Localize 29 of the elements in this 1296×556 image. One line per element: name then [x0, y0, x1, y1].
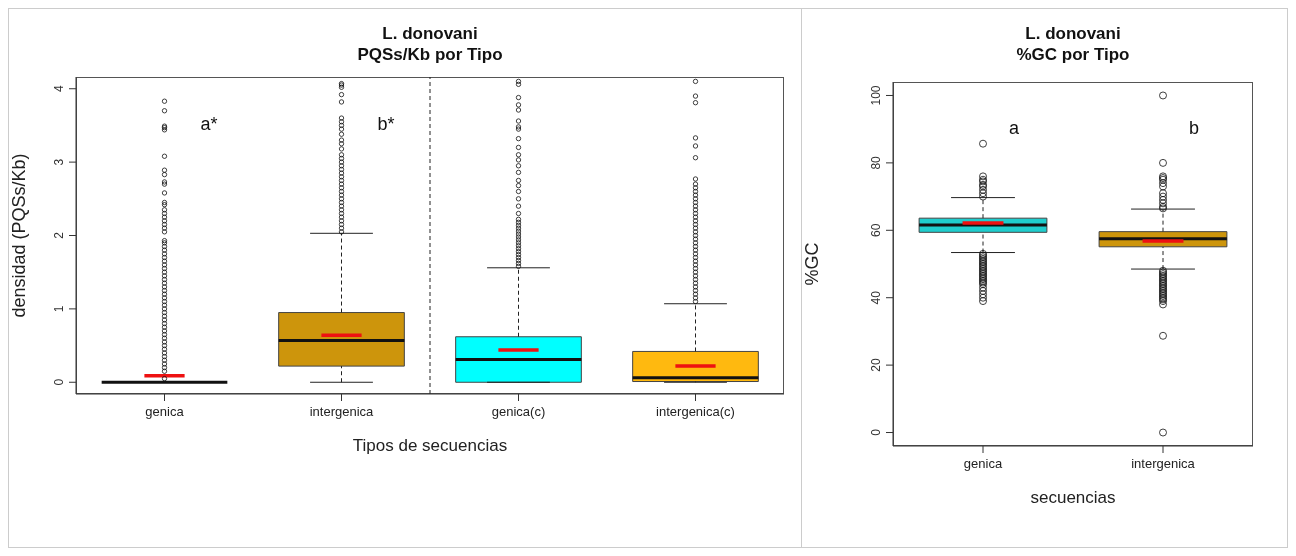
y-axis-title: %GC [802, 242, 823, 286]
x-tick-label: intergenica(c) [656, 404, 735, 420]
y-tick-label: 0 [52, 378, 66, 386]
y-tick-label: 20 [869, 358, 883, 372]
y-axis-title: densidad (PQSs/Kb) [9, 153, 30, 318]
x-tick-label: genica [145, 404, 185, 420]
x-axis-title: secuencias [1029, 488, 1117, 508]
annotation: a [1009, 118, 1020, 139]
annotation: b [1189, 118, 1200, 139]
x-tick-label: genica [963, 456, 1003, 472]
y-tick-label: 4 [52, 85, 66, 93]
y-tick-label: 3 [52, 158, 66, 166]
x-tick-label: genica(c) [491, 404, 546, 420]
x-axis-title: Tipos de secuencias [351, 436, 509, 456]
y-tick-label: 100 [869, 85, 883, 106]
chart-title: L. donovani [381, 23, 479, 44]
annotation: b* [377, 114, 395, 135]
chart-subtitle: PQSs/Kb por Tipo [356, 44, 504, 65]
y-tick-label: 0 [869, 428, 883, 436]
x-tick-label: intergenica [309, 404, 375, 420]
y-tick-label: 40 [869, 290, 883, 305]
x-tick-label: intergenica [1131, 456, 1196, 472]
y-tick-label: 1 [52, 305, 66, 313]
annotation: a* [200, 114, 218, 135]
y-tick-label: 60 [869, 223, 883, 237]
chart-subtitle: %GC por Tipo [1015, 44, 1131, 65]
chart-title: L. donovani [1024, 23, 1122, 44]
y-tick-label: 2 [52, 231, 66, 239]
y-tick-label: 80 [869, 155, 883, 170]
